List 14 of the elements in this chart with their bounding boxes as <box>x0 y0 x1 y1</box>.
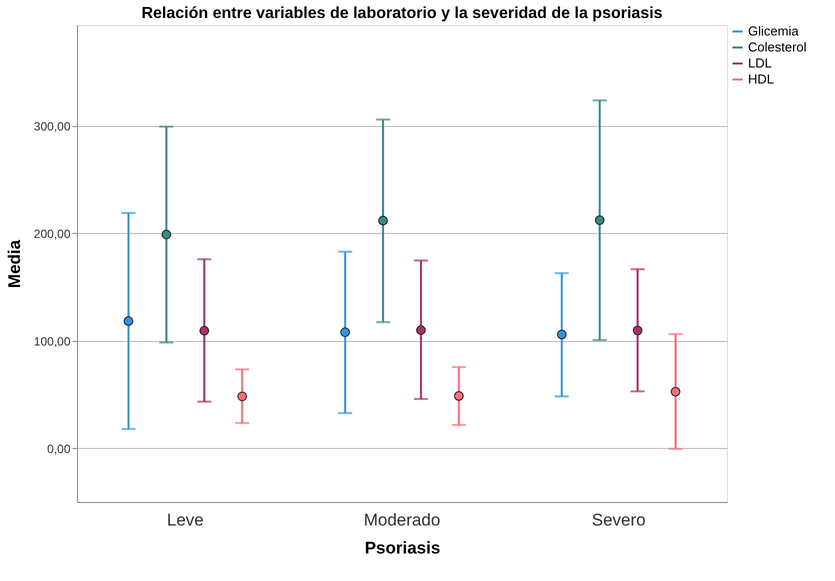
y-tick-label: 300,00 <box>34 119 71 134</box>
chart-title: Relación entre variables de laboratorio y la severidad de la psoriasis <box>141 5 663 22</box>
y-tick-label: 0,00 <box>47 442 71 456</box>
y-axis-title: Media <box>4 239 24 288</box>
legend-label: LDL <box>748 56 772 70</box>
legend-label: Colesterol <box>748 40 807 54</box>
x-tick-label: Leve <box>166 510 204 530</box>
x-axis-title: Psoriasis <box>364 538 440 558</box>
legend-label: Glicemia <box>748 24 800 38</box>
legend-label: HDL <box>748 72 774 86</box>
x-tick-label: Moderado <box>364 510 440 530</box>
y-tick-label: 100,00 <box>34 334 71 348</box>
x-tick-label: Severo <box>592 510 646 530</box>
y-tick-label: 200,00 <box>34 226 71 241</box>
